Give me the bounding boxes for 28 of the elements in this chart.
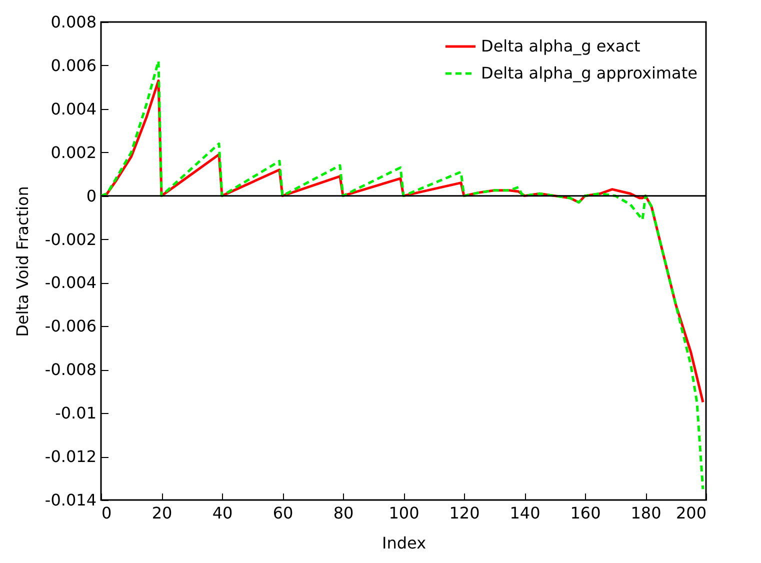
x-tick-label: 100 xyxy=(388,504,420,522)
x-tick-label: 80 xyxy=(333,504,354,522)
x-tick-label: 40 xyxy=(212,504,233,522)
y-tick-label: -0.012 xyxy=(44,447,96,466)
y-tick-label: -0.006 xyxy=(44,316,96,336)
x-tick-label: 60 xyxy=(272,504,294,522)
x-tick-label: 180 xyxy=(630,504,662,522)
y-tick-label: -0.002 xyxy=(44,230,96,249)
y-axis-title: Delta Void Fraction xyxy=(12,186,32,337)
y-tick-label: -0.004 xyxy=(44,273,96,292)
x-tick-label: 0 xyxy=(102,504,112,522)
x-tick-label: 20 xyxy=(152,504,172,522)
legend-label: Delta alpha_g exact xyxy=(481,36,640,56)
y-tick-label: -0.01 xyxy=(55,404,96,423)
y-tick-label: 0.002 xyxy=(50,142,96,162)
x-tick-label: 160 xyxy=(570,504,601,522)
legend-label: Delta alpha_g approximate xyxy=(481,64,698,82)
x-tick-label: 140 xyxy=(510,504,540,522)
y-tick-label: -0.014 xyxy=(44,490,96,510)
y-tick-label: 0.006 xyxy=(50,56,96,75)
y-tick-label: 0 xyxy=(86,186,96,206)
x-tick-label: 120 xyxy=(449,504,480,522)
y-tick-label: 0.004 xyxy=(50,99,96,118)
y-tick-label: -0.008 xyxy=(44,360,96,380)
line-series xyxy=(101,60,704,490)
x-axis-title: Index xyxy=(382,534,426,552)
x-tick-label: 200 xyxy=(676,504,706,522)
y-tick-label: 0.008 xyxy=(50,12,96,32)
